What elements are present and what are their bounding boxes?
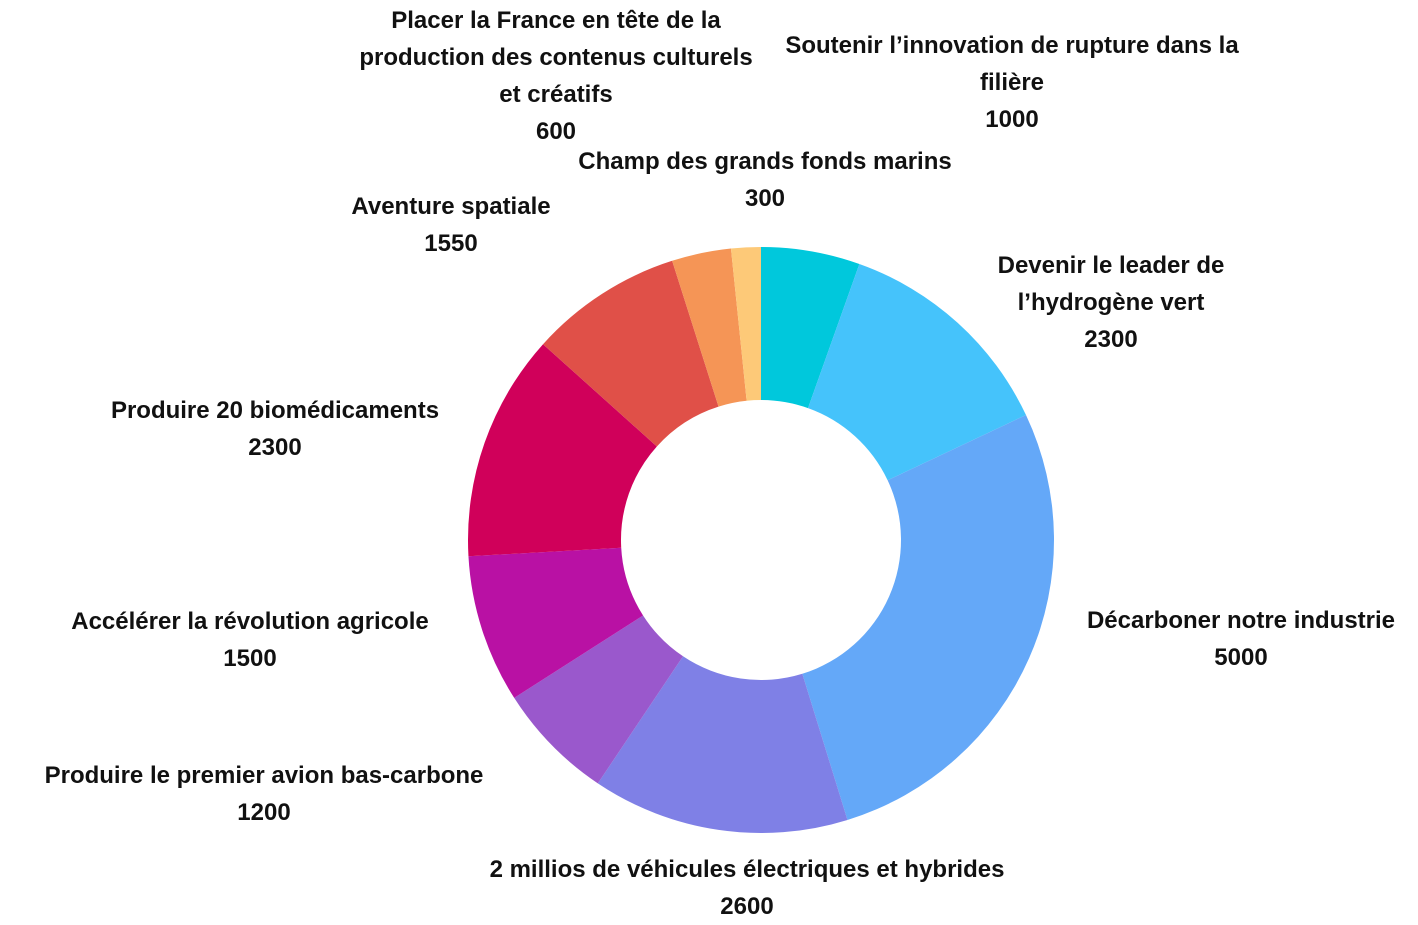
category-name: Champ des grands fonds marins	[578, 148, 952, 175]
donut-slice	[672, 248, 747, 407]
donut-slice	[467, 344, 657, 557]
slice-label: Produire le premier avion bas-carbone 120…	[4, 757, 524, 831]
category-name: Soutenir l’innovation de rupture dans la…	[785, 32, 1239, 96]
slice-label: Champ des grands fonds marins 300	[545, 143, 985, 217]
donut-slice	[514, 615, 684, 784]
category-name: Accélérer la révolution agricole	[71, 608, 429, 635]
category-name: Produire le premier avion bas-carbone	[44, 762, 484, 789]
value-label: 2600	[720, 893, 774, 920]
value-label: 300	[744, 185, 786, 212]
value-label: 2300	[1084, 326, 1138, 353]
category-name: Aventure spatiale	[351, 193, 551, 220]
donut-slice	[802, 414, 1054, 820]
slice-label: Soutenir l’innovation de rupture dans la…	[752, 27, 1272, 138]
category-name: Décarboner notre industrie	[1086, 607, 1396, 634]
slice-label: Accélérer la révolution agricole 1500	[35, 603, 465, 677]
value-label: 5000	[1214, 644, 1268, 671]
value-label: 1200	[237, 799, 291, 826]
slice-label: Produire 20 biomédicaments 2300	[75, 392, 475, 466]
donut-slice	[730, 247, 761, 401]
donut-slice	[761, 247, 860, 409]
slice-label: Aventure spatiale 1550	[301, 188, 601, 262]
slice-label: 2 millios de véhicules électriques et hy…	[437, 851, 1057, 925]
donut-slice	[597, 656, 848, 833]
value-label: 1000	[985, 106, 1039, 133]
category-name: Placer la France en tête de la productio…	[359, 7, 753, 108]
slice-label: Placer la France en tête de la productio…	[359, 2, 754, 150]
category-name: Devenir le leader de l’hydrogène vert	[997, 252, 1225, 316]
value-label: 600	[535, 118, 577, 145]
value-label: 2300	[248, 434, 302, 461]
slice-label: Devenir le leader de l’hydrogène vert 230…	[966, 247, 1256, 358]
category-name: Produire 20 biomédicaments	[110, 397, 440, 424]
donut-slice	[543, 260, 719, 447]
category-name: 2 millios de véhicules électriques et hy…	[489, 856, 1005, 883]
donut-slice	[468, 547, 644, 698]
value-label: 1550	[424, 230, 478, 257]
slice-label: Décarboner notre industrie 5000	[1061, 602, 1418, 676]
donut-slice	[808, 264, 1026, 481]
value-label: 1500	[223, 645, 277, 672]
